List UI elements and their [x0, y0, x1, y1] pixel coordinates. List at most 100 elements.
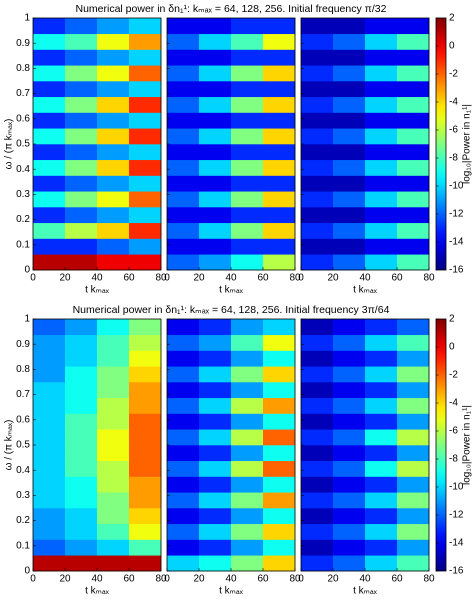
heat-cell [97, 144, 130, 161]
heat-cell [65, 112, 98, 129]
heat-cell [397, 445, 430, 462]
heat-cell [333, 144, 366, 161]
heat-cell [199, 128, 232, 145]
x-axis-label: t kₘₐₓ [353, 586, 378, 597]
heat-cell [333, 523, 366, 540]
y-tick-label: 0.1 [16, 239, 30, 250]
x-tick-label: 40 [359, 574, 371, 585]
heat-cell [129, 350, 162, 367]
heat-cell [129, 523, 162, 540]
heat-cell [33, 382, 66, 399]
heat-cell [129, 334, 162, 351]
heat-cell [65, 366, 98, 383]
heat-cell [167, 382, 200, 399]
heat-cell [167, 555, 200, 572]
heat-cell [301, 413, 334, 430]
heat-cell [263, 49, 296, 66]
x-tick-label: 80 [423, 273, 435, 284]
heat-cell [263, 319, 296, 336]
heat-cell [397, 81, 430, 98]
heat-cell [365, 429, 398, 446]
x-tick-label: 80 [423, 574, 435, 585]
heat-cell [129, 460, 162, 477]
heat-cell [333, 539, 366, 556]
heat-cell [167, 445, 200, 462]
heat-cell [33, 175, 66, 192]
heat-cell [97, 222, 130, 239]
heat-cell [301, 112, 334, 129]
heat-cell [199, 81, 232, 98]
heat-cell [129, 81, 162, 98]
heat-cell [97, 492, 130, 509]
x-axis-label: t kₘₐₓ [219, 285, 244, 296]
heat-cell [97, 523, 130, 540]
heat-cell [167, 18, 200, 35]
colorbar-tick-label: -14 [449, 538, 464, 549]
heat-cell [97, 191, 130, 208]
heat-cell [129, 159, 162, 176]
heat-cell [65, 555, 98, 572]
heat-cell [199, 334, 232, 351]
heat-cell [263, 397, 296, 414]
heat-cell [263, 492, 296, 509]
heat-cell [333, 508, 366, 525]
heat-cell [65, 65, 98, 82]
heat-cell [33, 96, 66, 113]
heat-cell [33, 49, 66, 66]
heat-cell [33, 334, 66, 351]
heat-cell [97, 445, 130, 462]
heat-cell [301, 382, 334, 399]
heat-cell [231, 334, 264, 351]
heat-cell [397, 175, 430, 192]
heat-cell [65, 350, 98, 367]
heat-cell [263, 508, 296, 525]
x-tick-label: 20 [193, 574, 205, 585]
y-tick-label: 0.2 [16, 515, 30, 526]
heat-cell [97, 207, 130, 224]
heat-cell [97, 319, 130, 336]
colorbar-tick-label: -14 [449, 237, 464, 248]
heat-cell [365, 413, 398, 430]
x-tick-label: 60 [123, 574, 135, 585]
heat-cell [301, 460, 334, 477]
heat-cell [65, 460, 98, 477]
heat-cell [167, 413, 200, 430]
y-tick-label: 0.3 [16, 189, 30, 200]
heat-cell [65, 476, 98, 493]
heat-cell [397, 96, 430, 113]
heat-cell [97, 508, 130, 525]
heat-cell [365, 222, 398, 239]
heat-cell [333, 476, 366, 493]
heat-cell [129, 397, 162, 414]
heat-cell [65, 238, 98, 255]
heat-cell [231, 397, 264, 414]
heat-cell [167, 492, 200, 509]
heat-cell [263, 445, 296, 462]
heat-cell [129, 222, 162, 239]
heat-cell [365, 96, 398, 113]
heat-cell [365, 238, 398, 255]
heat-cell [65, 96, 98, 113]
heat-cell [333, 175, 366, 192]
heat-cell [33, 413, 66, 430]
heat-cell [397, 18, 430, 35]
heat-cell [231, 222, 264, 239]
heat-cell [333, 222, 366, 239]
heat-cell [65, 334, 98, 351]
heat-cell [231, 207, 264, 224]
colorbar-tick-label: -6 [449, 125, 458, 136]
x-tick-label: 20 [193, 273, 205, 284]
heat-cell [365, 191, 398, 208]
heat-cell [199, 413, 232, 430]
heat-cell [301, 319, 334, 336]
heat-cell [167, 144, 200, 161]
heat-cell [97, 429, 130, 446]
x-tick-label: 0 [164, 273, 170, 284]
heat-cell [301, 397, 334, 414]
heat-cell [263, 460, 296, 477]
heat-cell [97, 555, 130, 572]
heat-cell [167, 81, 200, 98]
y-tick-label: 1 [24, 314, 30, 325]
heat-cell [33, 207, 66, 224]
heat-cell [365, 523, 398, 540]
